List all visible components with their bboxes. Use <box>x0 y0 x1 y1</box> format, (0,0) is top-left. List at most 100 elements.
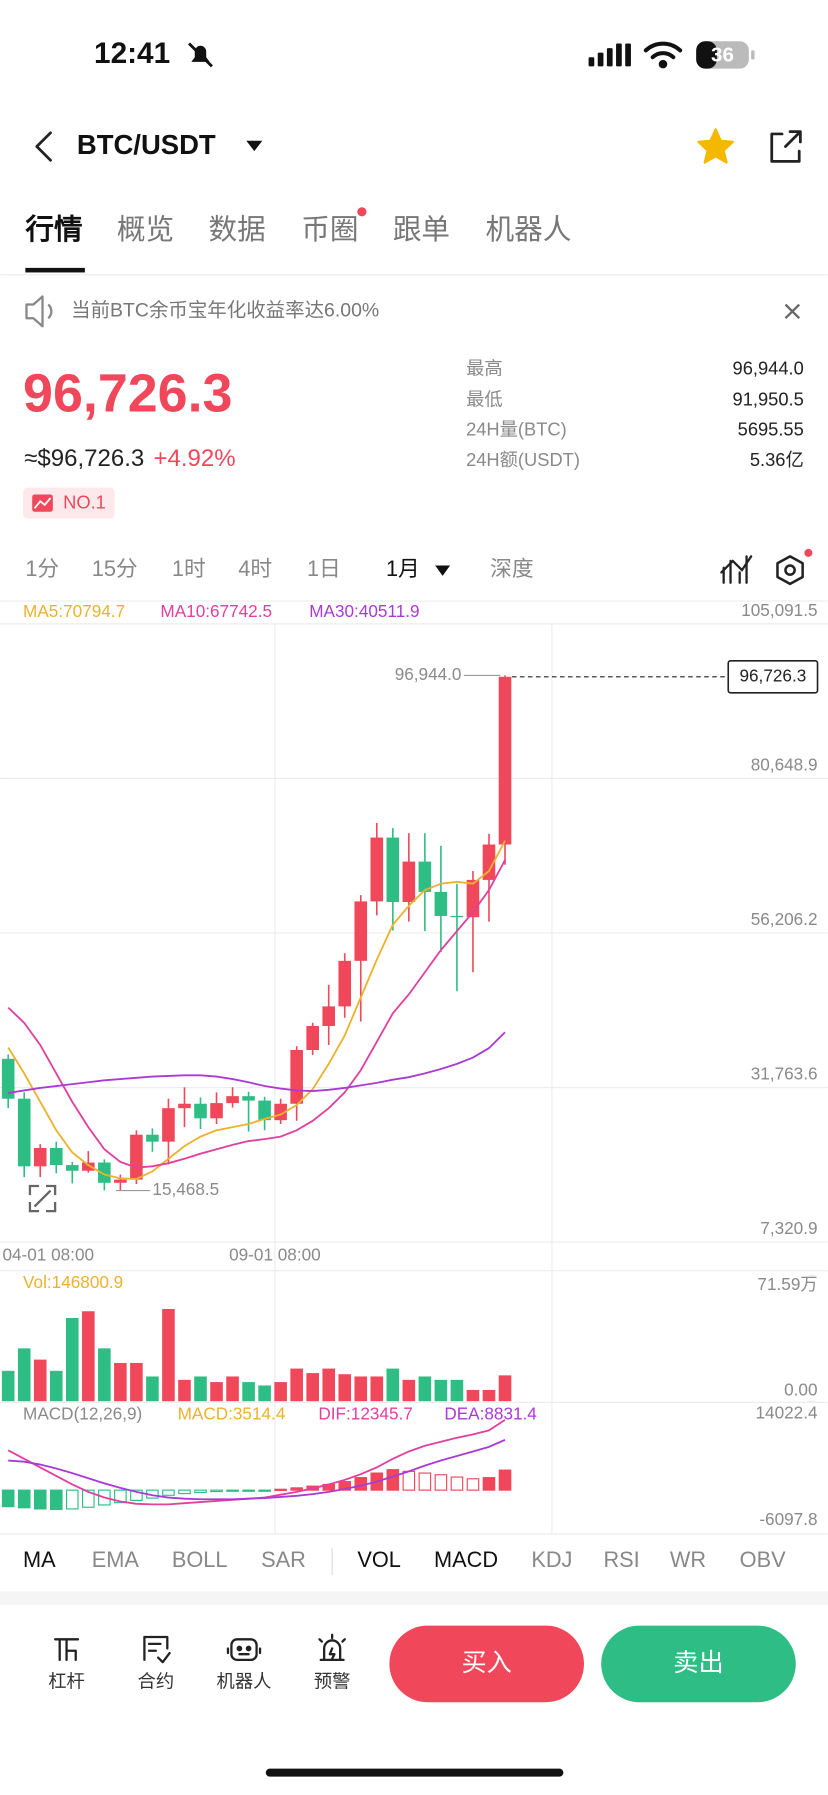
sell-label[interactable]: 卖出 <box>673 1649 723 1677</box>
last-price-box <box>727 659 819 694</box>
price-converted: ≈$96,726.3 +4.92% <box>24 446 235 473</box>
volume-bar <box>162 1309 175 1402</box>
indicator-tab[interactable]: OBV <box>740 1547 786 1572</box>
indicator-tab[interactable]: MACD <box>434 1547 498 1572</box>
indicator-tab[interactable]: WR <box>670 1547 706 1572</box>
nav-item[interactable]: 机器人 <box>217 1671 272 1692</box>
interval[interactable]: 1日 <box>307 556 341 581</box>
ma-line <box>7 859 506 1169</box>
candle-body <box>498 676 512 845</box>
macd-bar <box>418 1472 432 1491</box>
notice-text[interactable]: 当前BTC余币宝年化收益率达6.00% <box>71 300 379 322</box>
volume-bar <box>146 1376 159 1402</box>
indicator-tab[interactable]: KDJ <box>531 1547 572 1572</box>
candle-body <box>242 1096 255 1101</box>
share-button[interactable] <box>770 130 802 163</box>
pair-dropdown[interactable] <box>246 140 263 152</box>
candle-body <box>386 837 400 903</box>
candle-body <box>482 844 496 880</box>
volume-legend: Vol:146800.9 <box>23 1272 123 1292</box>
macd-bar <box>226 1489 239 1492</box>
stat-label: 最高 <box>466 358 503 379</box>
tab[interactable]: 机器人 <box>486 214 572 246</box>
home-indicator <box>265 1768 564 1777</box>
macd-bar <box>450 1476 464 1491</box>
stat-label: 最低 <box>466 389 503 410</box>
interval[interactable]: 15分 <box>92 556 138 581</box>
candle-body <box>82 1162 95 1171</box>
tab[interactable]: 跟单 <box>393 214 450 246</box>
pair-title[interactable]: BTC/USDT <box>77 129 216 160</box>
macd-bar <box>242 1489 255 1492</box>
tab[interactable]: 数据 <box>209 214 266 246</box>
stat-value: 91,950.5 <box>733 389 804 410</box>
stat-label: 24H额(USDT) <box>466 449 580 470</box>
status-time: 12:41 <box>94 37 170 70</box>
candle-body <box>418 861 432 892</box>
interval[interactable]: 4时 <box>238 556 272 581</box>
macd-bar <box>33 1489 47 1510</box>
buy-button[interactable] <box>389 1625 584 1703</box>
back-button[interactable] <box>35 131 52 162</box>
high-label: 96,944.0 <box>395 664 462 684</box>
volume-bar <box>450 1379 464 1402</box>
contract-icon <box>143 1635 171 1664</box>
bottom-nav: 杠杆 合约 机器人 预警 <box>48 1671 350 1692</box>
notice-close[interactable] <box>784 303 801 320</box>
volume-bar <box>1 1370 15 1402</box>
converted-value: ≈$96,726.3 <box>24 446 144 473</box>
rank-icon <box>32 494 53 512</box>
y-tick-label: 80,648.9 <box>751 754 818 774</box>
indicator-tab[interactable]: BOLL <box>172 1547 228 1572</box>
candle-body <box>322 1006 336 1026</box>
favorite-button[interactable] <box>697 128 734 164</box>
macd-bar <box>194 1489 207 1493</box>
macd-bar <box>49 1489 63 1511</box>
interval-dropdown[interactable] <box>435 565 451 576</box>
sell-button[interactable] <box>601 1625 796 1703</box>
tab[interactable]: 概览 <box>117 214 174 246</box>
tab-indicator <box>25 267 85 273</box>
low-label: 15,468.5 <box>152 1179 219 1199</box>
indicator-tab[interactable]: SAR <box>261 1547 306 1572</box>
tab[interactable]: 币圈 <box>301 214 358 246</box>
indicator-tab[interactable]: RSI <box>603 1547 639 1572</box>
candle-body <box>210 1103 223 1119</box>
indicator-tab[interactable]: EMA <box>92 1547 140 1572</box>
buy-label[interactable]: 买入 <box>462 1649 512 1677</box>
indicator-tab[interactable]: VOL <box>357 1547 401 1572</box>
indicator-icon[interactable] <box>720 555 753 584</box>
x-tick-label: 04-01 08:00 <box>2 1244 94 1264</box>
volume-bar <box>402 1379 416 1402</box>
interval[interactable]: 1月 <box>386 556 420 581</box>
macd-bar <box>1 1489 15 1508</box>
indicator-tab[interactable]: MA <box>23 1547 56 1572</box>
nav-item[interactable]: 合约 <box>138 1671 175 1692</box>
settings-button[interactable] <box>776 548 813 586</box>
signal-icon <box>588 43 631 67</box>
y-tick-label: 7,320.9 <box>760 1218 817 1238</box>
mute-icon <box>188 42 213 68</box>
interval[interactable]: 1时 <box>172 556 206 581</box>
volume-bar <box>258 1385 271 1402</box>
candle-body <box>114 1179 127 1183</box>
nav-item[interactable]: 预警 <box>314 1671 351 1692</box>
volume-bar <box>98 1348 111 1402</box>
macd-bar <box>466 1478 480 1491</box>
ma-line <box>7 840 506 1180</box>
macd-bar <box>114 1489 127 1504</box>
macd-bar <box>82 1489 95 1508</box>
ma-legend: MA30:40511.9 <box>309 601 419 621</box>
interval[interactable]: 1分 <box>25 556 59 581</box>
volume-bar <box>482 1389 496 1402</box>
macd-bar <box>210 1489 223 1493</box>
kline-chart: 105,091.5 80,648.9 56,206.2 31,763.6 7,320.9… <box>0 600 828 1529</box>
interval[interactable]: 深度 <box>490 556 534 581</box>
stat-value: 5.36亿 <box>750 449 804 470</box>
tab[interactable]: 行情 <box>24 213 82 246</box>
macd-tick-label: -6097.8 <box>759 1509 817 1529</box>
fullscreen-button[interactable] <box>28 1184 57 1213</box>
nav-item[interactable]: 杠杆 <box>48 1671 85 1692</box>
